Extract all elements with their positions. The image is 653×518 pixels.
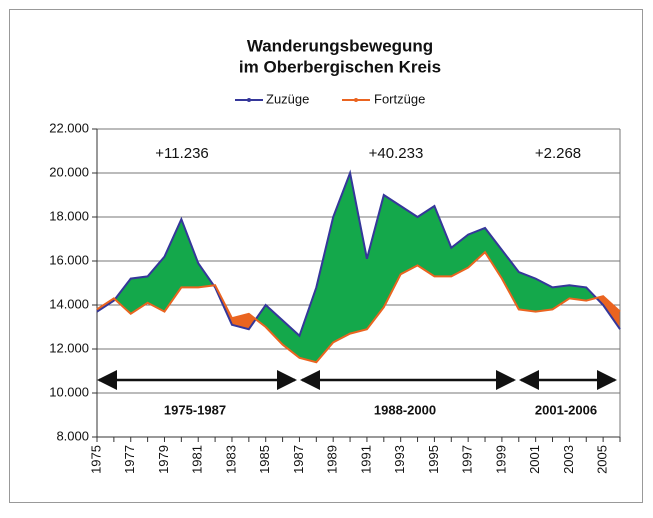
period-label: 1975-1987 xyxy=(164,402,226,417)
period-label: 1988-2000 xyxy=(374,402,436,417)
legend-label: Zuzüge xyxy=(266,91,309,106)
x-tick-label: 1999 xyxy=(493,445,508,474)
x-tick-label: 1985 xyxy=(257,445,272,474)
y-tick-label: 10.000 xyxy=(49,384,89,399)
legend-marker xyxy=(354,98,358,102)
y-tick-label: 16.000 xyxy=(49,252,89,267)
y-tick-label: 14.000 xyxy=(49,296,89,311)
x-tick-label: 1991 xyxy=(358,445,373,474)
x-tick-label: 1975 xyxy=(88,445,103,474)
balance-label: +2.268 xyxy=(535,145,581,162)
x-tick-label: 1987 xyxy=(291,445,306,474)
balance-label: +11.236 xyxy=(155,145,209,162)
y-tick-label: 20.000 xyxy=(49,164,89,179)
x-tick-label: 1979 xyxy=(156,445,171,474)
y-tick-label: 12.000 xyxy=(49,340,89,355)
surplus-area xyxy=(97,173,620,363)
x-tick-label: 2005 xyxy=(595,445,610,474)
x-tick-label: 1993 xyxy=(392,445,407,474)
balance-label: +40.233 xyxy=(369,145,424,162)
period-label: 2001-2006 xyxy=(535,402,597,417)
series-line xyxy=(96,250,621,364)
x-tick-label: 2001 xyxy=(527,445,542,474)
x-tick-label: 1981 xyxy=(190,445,205,474)
x-tick-label: 1989 xyxy=(325,445,340,474)
x-tick-label: 1997 xyxy=(460,445,475,474)
y-tick-label: 22.000 xyxy=(49,120,89,135)
chart-title: im Oberbergischen Kreis xyxy=(239,57,441,76)
y-tick-label: 18.000 xyxy=(49,208,89,223)
legend-label: Fortzüge xyxy=(374,91,425,106)
x-tick-label: 1983 xyxy=(223,445,238,474)
series-line xyxy=(96,169,621,338)
legend-marker xyxy=(247,98,251,102)
x-tick-label: 1977 xyxy=(122,445,137,474)
x-tick-label: 2003 xyxy=(561,445,576,474)
frame xyxy=(9,9,643,503)
chart-title: Wanderungsbewegung xyxy=(247,36,433,55)
y-tick-label: 8.000 xyxy=(56,428,89,443)
x-tick-label: 1995 xyxy=(426,445,441,474)
